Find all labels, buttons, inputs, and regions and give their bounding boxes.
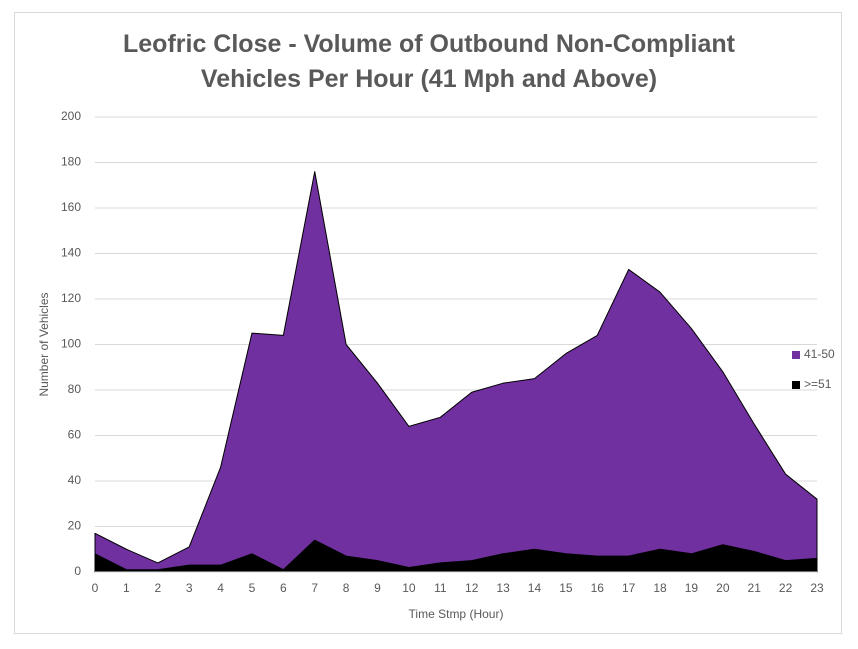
x-tick-label: 18 [653,581,667,595]
area [94,171,818,571]
y-tick-label: 100 [61,337,81,351]
x-tick-label: 10 [402,581,416,595]
x-tick-label: 2 [154,581,161,595]
x-tick-label: 20 [716,581,730,595]
x-tick-label: 12 [465,581,479,595]
x-tick-label: 6 [280,581,287,595]
x-tick-label: 23 [810,581,824,595]
y-tick-label: 180 [61,155,81,169]
legend-label: 41-50 [804,347,835,361]
x-tick-label: 5 [249,581,256,595]
x-tick-label: 8 [343,581,350,595]
x-tick-label: 3 [186,581,193,595]
x-tick-label: 0 [92,581,99,595]
x-tick-label: 7 [311,581,318,595]
chart-frame [14,12,842,634]
legend-label: >=51 [804,377,832,391]
y-tick-label: 120 [61,291,81,305]
x-tick-label: 4 [217,581,224,595]
x-tick-label: 14 [528,581,542,595]
y-tick-label: 80 [68,382,82,396]
x-tick-label: 17 [622,581,636,595]
x-tick-label: 22 [779,581,793,595]
y-tick-label: 20 [68,519,82,533]
x-tick-label: 16 [591,581,605,595]
legend-swatch [792,351,800,359]
x-tick-label: 13 [496,581,510,595]
x-tick-label: 1 [123,581,130,595]
y-tick-label: 160 [61,200,81,214]
x-tick-label: 9 [374,581,381,595]
y-tick-label: 0 [74,564,81,578]
legend-swatch [792,381,800,389]
chart-title: Leofric Close - Volume of Outbound Non-C… [123,30,735,93]
y-axis-label: Number of Vehicles [37,292,51,396]
y-tick-label: 200 [61,109,81,123]
x-axis-label: Time Stmp (Hour) [409,607,504,621]
x-tick-label: 11 [434,581,447,595]
x-tick-label: 19 [685,581,699,595]
y-tick-label: 40 [68,473,82,487]
y-tick-label: 140 [61,246,81,260]
y-tick-label: 60 [68,428,82,442]
x-tick-label: 21 [748,581,762,595]
x-tick-label: 15 [559,581,573,595]
